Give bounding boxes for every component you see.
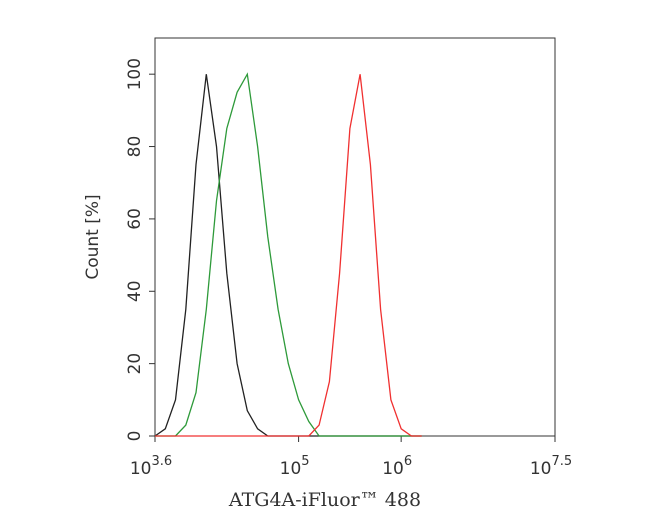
plot-frame [154,37,556,437]
x-tick-base: 10 [530,459,552,479]
y-axis-label: Count [%] [83,194,103,279]
series-line [154,74,422,437]
x-axis-label: ATG4A-iFluor™ 488 [228,489,421,511]
y-tick-label: 60 [125,208,145,230]
x-tick-exponent: 7.5 [551,454,572,469]
series-line [155,74,422,437]
series-line [155,72,422,437]
x-tick-base: 10 [280,459,302,479]
y-tick-label: 100 [125,58,145,90]
x-tick-label: 103.6 [130,454,172,479]
x-tick-label: 107.5 [530,454,572,479]
x-tick-base: 10 [382,459,404,479]
x-tick-exponent: 5 [301,454,309,469]
x-tick-base: 10 [130,459,152,479]
x-tick-exponent: 3.6 [151,454,172,469]
x-tick-label: 106 [382,454,412,479]
y-tick-label: 20 [125,353,145,375]
y-tick-label: 0 [125,431,145,442]
x-tick-exponent: 6 [404,454,412,469]
y-tick-label: 80 [125,136,145,158]
y-tick-label: 40 [125,280,145,302]
x-tick-label: 105 [280,454,310,479]
